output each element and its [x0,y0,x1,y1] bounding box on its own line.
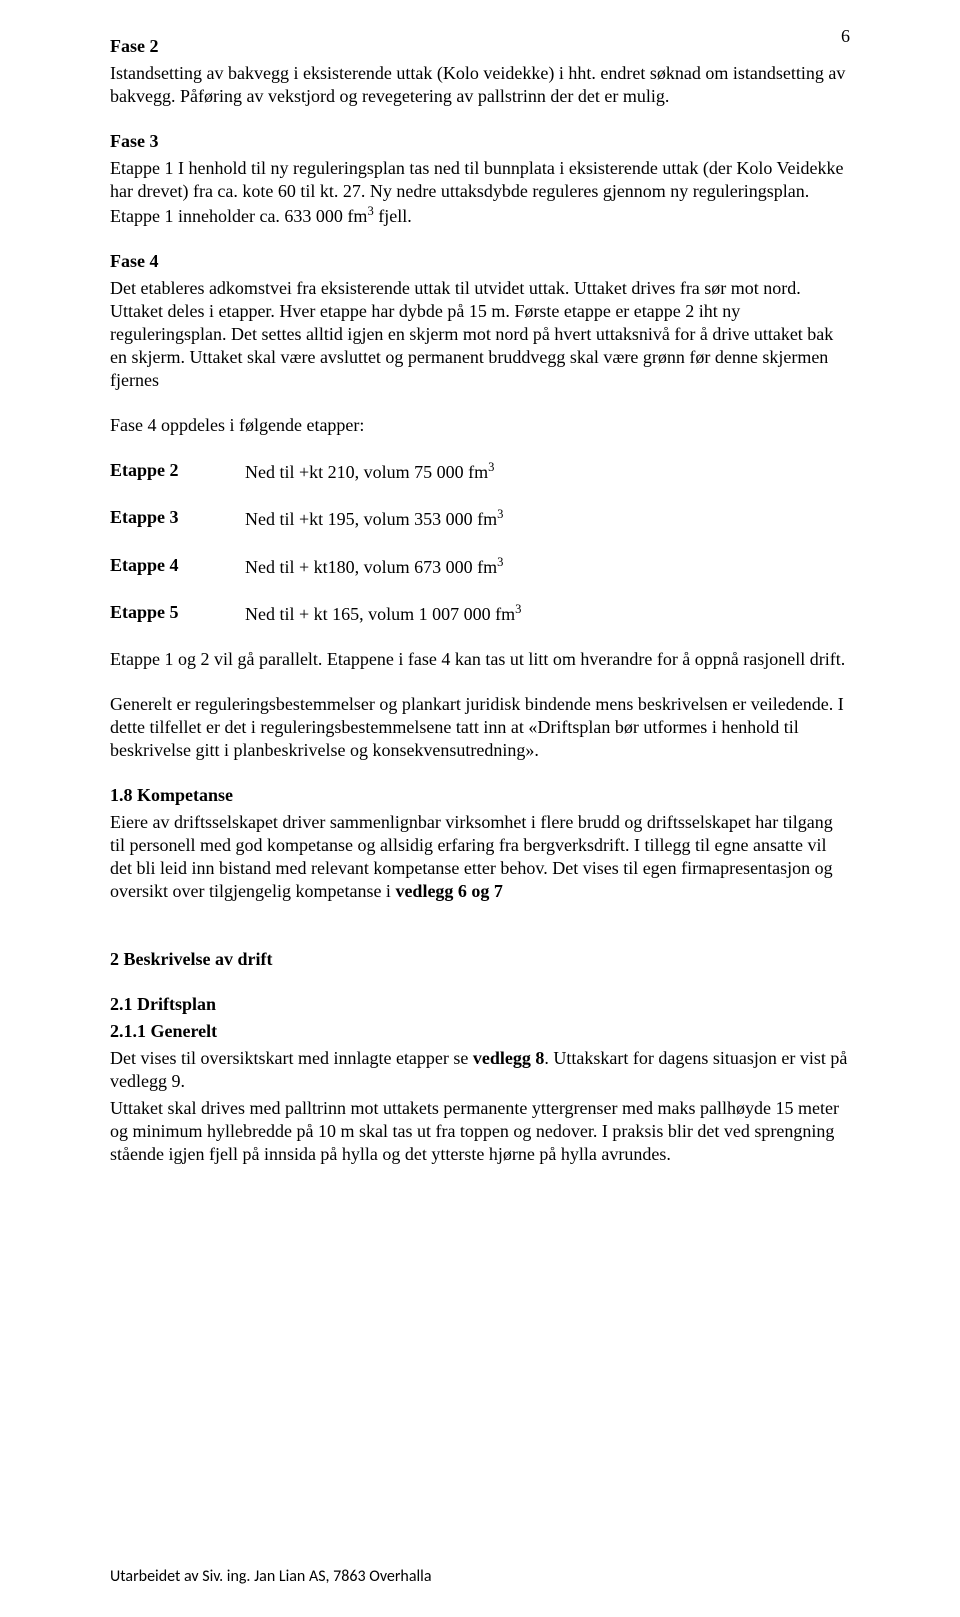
etappe-row: Etappe 2 Ned til +kt 210, volum 75 000 f… [110,459,850,484]
etappe-value: Ned til +kt 210, volum 75 000 fm3 [245,459,850,484]
para-parallel-text: Etappe 1 og 2 vil gå parallelt. Etappene… [110,648,850,671]
etappe-row: Etappe 5 Ned til + kt 165, volum 1 007 0… [110,601,850,626]
etappe-label: Etappe 3 [110,506,245,531]
etappe-value: Ned til + kt180, volum 673 000 fm3 [245,554,850,579]
etappe-label: Etappe 4 [110,554,245,579]
sec18-title: 1.8 Kompetanse [110,784,850,807]
etappe-value: Ned til + kt 165, volum 1 007 000 fm3 [245,601,850,626]
footer-text: Utarbeidet av Siv. ing. Jan Lian AS, 786… [110,1567,432,1587]
fase2-block: Fase 2 Istandsetting av bakvegg i eksist… [110,35,850,108]
fase4-split: Fase 4 oppdeles i følgende etapper: [110,414,850,437]
sec2-block: 2 Beskrivelse av drift [110,948,850,971]
para-generelt-text: Generelt er reguleringsbestemmelser og p… [110,693,850,762]
fase3-title: Fase 3 [110,130,850,153]
page-number: 6 [841,25,850,48]
document-page: 6 Fase 2 Istandsetting av bakvegg i eksi… [0,0,960,1617]
fase4-title: Fase 4 [110,250,850,273]
sec211-title: 2.1.1 Generelt [110,1020,850,1043]
para-generelt: Generelt er reguleringsbestemmelser og p… [110,693,850,762]
fase4-split-text: Fase 4 oppdeles i følgende etapper: [110,414,850,437]
etappe-label: Etappe 2 [110,459,245,484]
etappe-value: Ned til +kt 195, volum 353 000 fm3 [245,506,850,531]
para-parallel: Etappe 1 og 2 vil gå parallelt. Etappene… [110,648,850,671]
sec2-title: 2 Beskrivelse av drift [110,948,850,971]
etappe-row: Etappe 3 Ned til +kt 195, volum 353 000 … [110,506,850,531]
fase3-block: Fase 3 Etappe 1 I henhold til ny reguler… [110,130,850,228]
para-uttaket: Uttaket skal drives med palltrinn mot ut… [110,1097,850,1166]
sec21-title: 2.1 Driftsplan [110,993,850,1016]
sec211-text: Det vises til oversiktskart med innlagte… [110,1047,850,1093]
fase3-text: Etappe 1 I henhold til ny reguleringspla… [110,157,850,228]
sec18-text: Eiere av driftsselskapet driver sammenli… [110,811,850,903]
sec18-block: 1.8 Kompetanse Eiere av driftsselskapet … [110,784,850,903]
fase4-block: Fase 4 Det etableres adkomstvei fra eksi… [110,250,850,392]
fase4-text: Det etableres adkomstvei fra eksisterend… [110,277,850,392]
fase2-title: Fase 2 [110,35,850,58]
sec21-block: 2.1 Driftsplan 2.1.1 Generelt Det vises … [110,993,850,1166]
etappe-label: Etappe 5 [110,601,245,626]
etappe-row: Etappe 4 Ned til + kt180, volum 673 000 … [110,554,850,579]
fase2-text: Istandsetting av bakvegg i eksisterende … [110,62,850,108]
